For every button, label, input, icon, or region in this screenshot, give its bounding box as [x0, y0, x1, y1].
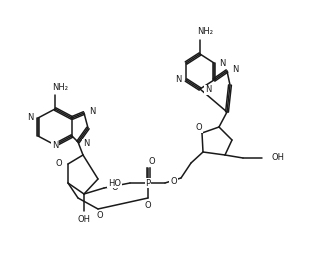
Text: NH₂: NH₂ — [52, 82, 68, 91]
Text: N: N — [83, 140, 90, 149]
Text: O: O — [196, 124, 202, 133]
Text: O: O — [170, 179, 177, 188]
Text: N: N — [205, 86, 211, 95]
Text: N: N — [27, 114, 33, 123]
Text: N: N — [232, 65, 239, 74]
Text: O: O — [145, 201, 151, 210]
Text: O: O — [149, 157, 155, 166]
Text: OH: OH — [271, 153, 284, 162]
Text: N: N — [219, 59, 225, 68]
Text: P: P — [146, 179, 151, 188]
Text: OH: OH — [78, 215, 90, 224]
Text: O: O — [111, 183, 118, 192]
Text: N: N — [89, 106, 95, 115]
Text: N: N — [52, 142, 58, 151]
Text: O: O — [55, 160, 62, 169]
Text: O: O — [170, 177, 177, 186]
Text: N: N — [175, 76, 181, 85]
Text: O: O — [97, 212, 103, 221]
Text: HO: HO — [108, 179, 121, 188]
Text: NH₂: NH₂ — [197, 27, 213, 36]
